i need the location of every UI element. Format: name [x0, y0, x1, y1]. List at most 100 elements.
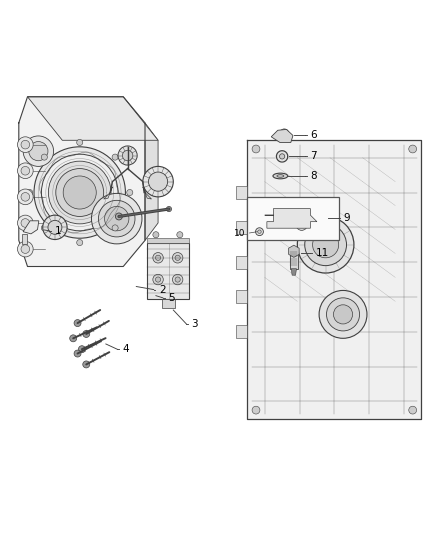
- Text: 4: 4: [122, 344, 129, 354]
- Circle shape: [255, 228, 263, 236]
- Polygon shape: [271, 130, 293, 142]
- Polygon shape: [290, 251, 298, 269]
- Circle shape: [173, 253, 183, 263]
- Circle shape: [21, 219, 30, 227]
- Circle shape: [21, 192, 30, 201]
- Text: 5: 5: [168, 293, 175, 303]
- Circle shape: [175, 255, 180, 261]
- Polygon shape: [237, 290, 247, 303]
- Ellipse shape: [273, 173, 288, 179]
- Polygon shape: [147, 243, 188, 299]
- Circle shape: [299, 222, 305, 228]
- Circle shape: [116, 213, 122, 220]
- Circle shape: [319, 290, 367, 338]
- Text: 10: 10: [233, 229, 245, 238]
- Polygon shape: [291, 269, 297, 275]
- Circle shape: [127, 189, 133, 196]
- Polygon shape: [237, 325, 247, 338]
- Polygon shape: [265, 208, 317, 228]
- Circle shape: [74, 320, 81, 327]
- Circle shape: [177, 232, 183, 238]
- Polygon shape: [162, 299, 176, 308]
- Circle shape: [92, 193, 142, 244]
- Text: 2: 2: [159, 285, 166, 295]
- Polygon shape: [289, 245, 299, 257]
- Circle shape: [105, 206, 129, 231]
- Circle shape: [18, 163, 33, 179]
- Circle shape: [83, 361, 90, 368]
- Circle shape: [27, 189, 33, 196]
- Circle shape: [252, 406, 260, 414]
- Polygon shape: [237, 221, 247, 234]
- Circle shape: [118, 146, 137, 165]
- Polygon shape: [28, 97, 158, 140]
- Circle shape: [409, 145, 417, 153]
- Circle shape: [21, 140, 30, 149]
- Text: 7: 7: [311, 151, 317, 161]
- Circle shape: [153, 232, 159, 238]
- Circle shape: [313, 232, 339, 258]
- Circle shape: [279, 154, 285, 159]
- Circle shape: [143, 166, 173, 197]
- Circle shape: [409, 406, 417, 414]
- Circle shape: [296, 219, 307, 230]
- Circle shape: [74, 350, 81, 357]
- Circle shape: [83, 330, 90, 337]
- Polygon shape: [104, 187, 113, 199]
- Polygon shape: [143, 187, 152, 199]
- Circle shape: [258, 230, 261, 233]
- Circle shape: [29, 142, 48, 161]
- Circle shape: [21, 245, 30, 253]
- Circle shape: [77, 140, 83, 146]
- Circle shape: [21, 166, 30, 175]
- Circle shape: [112, 225, 118, 231]
- Polygon shape: [147, 238, 188, 243]
- Circle shape: [326, 298, 360, 331]
- Circle shape: [155, 277, 161, 282]
- Text: 8: 8: [311, 171, 317, 181]
- Circle shape: [18, 189, 33, 205]
- Text: 1: 1: [54, 226, 61, 236]
- Circle shape: [78, 346, 85, 353]
- Circle shape: [43, 215, 67, 239]
- Circle shape: [56, 168, 104, 216]
- Circle shape: [70, 335, 77, 342]
- Polygon shape: [237, 186, 247, 199]
- Circle shape: [333, 305, 353, 324]
- Circle shape: [41, 154, 47, 160]
- Circle shape: [41, 225, 47, 231]
- Polygon shape: [145, 123, 158, 240]
- Circle shape: [34, 147, 125, 238]
- Circle shape: [18, 215, 33, 231]
- Circle shape: [166, 206, 172, 212]
- Circle shape: [18, 241, 33, 257]
- Bar: [247, 197, 339, 240]
- Circle shape: [153, 253, 163, 263]
- Circle shape: [23, 136, 53, 166]
- Polygon shape: [19, 97, 145, 266]
- Circle shape: [155, 255, 161, 261]
- Circle shape: [18, 137, 33, 152]
- Circle shape: [276, 151, 288, 162]
- Circle shape: [77, 239, 83, 246]
- Text: 11: 11: [316, 247, 329, 257]
- Text: 6: 6: [311, 130, 317, 140]
- Circle shape: [173, 274, 183, 285]
- Circle shape: [48, 161, 111, 224]
- Circle shape: [252, 145, 260, 153]
- Text: 9: 9: [343, 213, 350, 223]
- Polygon shape: [237, 256, 247, 269]
- Circle shape: [48, 220, 62, 235]
- Circle shape: [280, 129, 289, 138]
- Polygon shape: [247, 140, 421, 419]
- Circle shape: [166, 301, 173, 308]
- Polygon shape: [23, 221, 39, 234]
- Circle shape: [153, 274, 163, 285]
- Polygon shape: [22, 234, 27, 244]
- Circle shape: [148, 172, 168, 191]
- Circle shape: [112, 154, 118, 160]
- Circle shape: [99, 200, 135, 237]
- Circle shape: [63, 176, 96, 209]
- Circle shape: [42, 154, 118, 231]
- Circle shape: [297, 216, 354, 273]
